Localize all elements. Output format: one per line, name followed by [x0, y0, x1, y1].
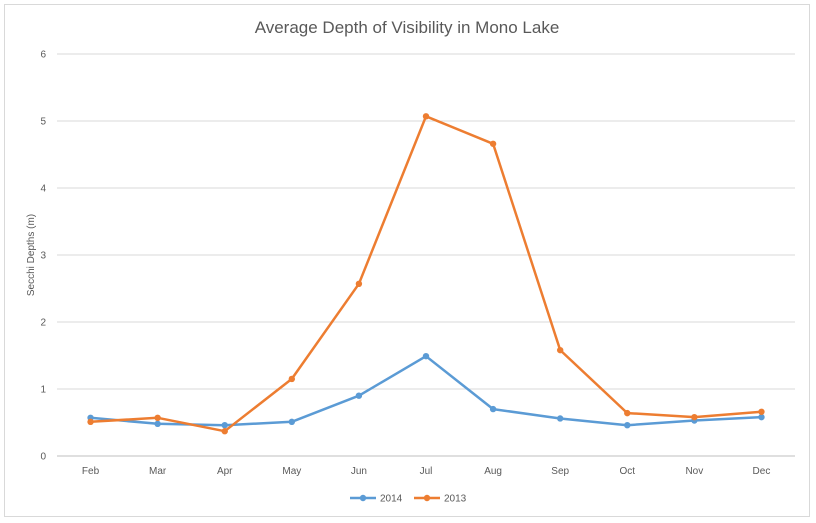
legend: 2014 2013 — [350, 494, 467, 505]
x-tick-label: Oct — [619, 466, 635, 477]
series-lines — [87, 113, 765, 435]
data-point — [87, 418, 94, 426]
series-2013 — [87, 113, 765, 435]
x-tick-label: Mar — [149, 466, 167, 477]
y-axis-ticks: 0 1 2 3 4 5 6 — [40, 50, 46, 463]
x-tick-label: Aug — [484, 466, 502, 477]
y-tick-label: 4 — [40, 184, 46, 195]
legend-label: 2013 — [444, 494, 467, 505]
data-point — [154, 414, 161, 422]
legend-label: 2014 — [380, 494, 403, 505]
legend-item-2013: 2013 — [414, 494, 467, 505]
gridlines — [57, 53, 795, 457]
y-tick-label: 2 — [40, 318, 46, 329]
data-point — [221, 421, 228, 429]
x-tick-label: Dec — [753, 466, 771, 477]
x-tick-label: Apr — [217, 466, 233, 477]
data-point — [355, 392, 363, 399]
data-point — [691, 413, 698, 421]
legend-marker — [423, 494, 431, 502]
y-tick-label: 1 — [40, 385, 46, 396]
series-line-2013 — [89, 115, 763, 433]
data-point — [556, 415, 564, 422]
x-tick-label: Nov — [685, 466, 703, 477]
y-tick-label: 5 — [40, 117, 46, 128]
x-tick-label: Jun — [351, 466, 367, 477]
data-point — [355, 280, 363, 288]
data-point — [758, 413, 765, 421]
x-tick-label: May — [282, 466, 301, 477]
data-point — [154, 420, 161, 428]
series-2014 — [87, 352, 765, 429]
data-point — [624, 409, 631, 417]
chart-frame — [4, 4, 810, 517]
y-tick-label: 3 — [40, 251, 46, 262]
data-point — [758, 408, 765, 415]
data-point — [556, 346, 564, 354]
y-tick-label: 0 — [40, 452, 46, 463]
y-axis-title: Secchi Depths (m) — [26, 214, 37, 296]
data-point — [624, 421, 631, 429]
data-point — [221, 428, 228, 435]
y-tick-label: 6 — [40, 50, 46, 61]
data-point — [288, 418, 296, 426]
x-tick-label: Jul — [420, 466, 433, 477]
x-axis-ticks: Feb Mar Apr May Jun Jul Aug Sep Oct Nov Dec — [82, 466, 770, 477]
data-point — [489, 405, 497, 413]
legend-item-2014: 2014 — [350, 494, 403, 505]
data-point — [422, 113, 430, 120]
chart-title: Average Depth of Visibility in Mono Lake — [255, 18, 560, 37]
data-point — [422, 352, 430, 360]
legend-marker — [359, 494, 367, 502]
x-tick-label: Feb — [82, 466, 100, 477]
data-point — [288, 375, 296, 383]
data-point — [489, 140, 497, 147]
x-tick-label: Sep — [551, 466, 569, 477]
